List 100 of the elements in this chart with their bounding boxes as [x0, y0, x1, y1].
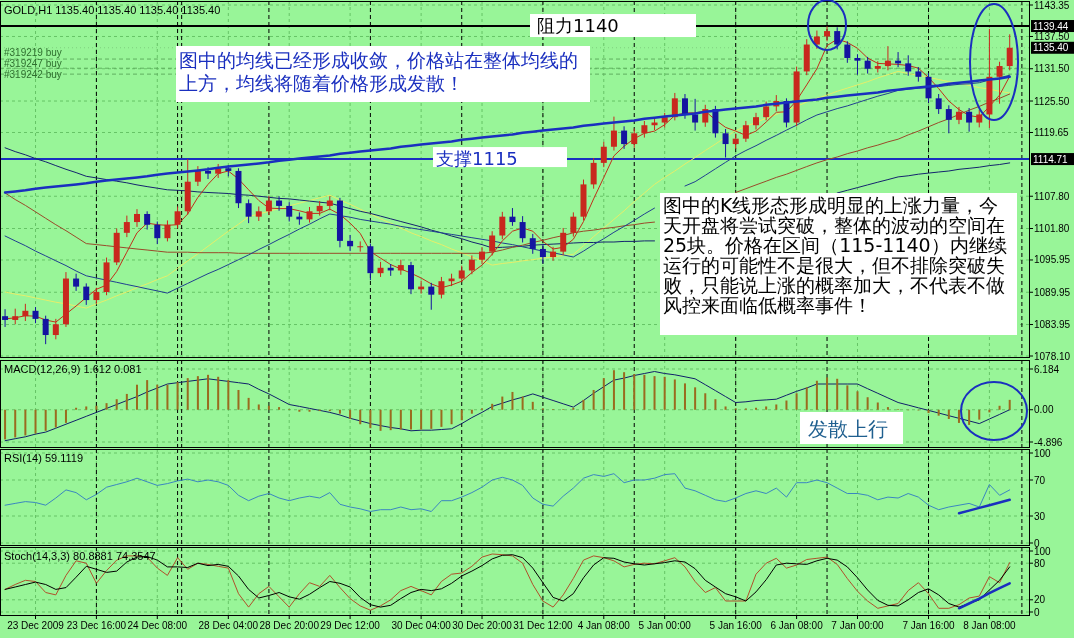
- candlestick: [631, 127, 638, 149]
- candlestick: [357, 240, 364, 253]
- bar: [826, 377, 829, 410]
- bar: [724, 406, 727, 410]
- bar: [775, 404, 778, 410]
- candlestick: [174, 205, 181, 230]
- bar: [338, 409, 341, 414]
- bar: [115, 399, 118, 410]
- annotation: 图中的均线已经形成收敛，价格站在整体均线的上方，均线将随着价格形成发散！: [179, 49, 578, 94]
- candlestick: [42, 315, 49, 345]
- y-tick-label: 1083.95: [1034, 319, 1071, 331]
- bar: [501, 396, 504, 410]
- bar: [683, 383, 686, 410]
- candlestick: [83, 282, 90, 306]
- candlestick: [529, 233, 536, 255]
- bar: [399, 409, 402, 430]
- bar: [663, 376, 666, 410]
- bar: [947, 409, 950, 419]
- y-tick-label: 1095.95: [1034, 254, 1071, 266]
- candlestick: [966, 107, 973, 133]
- bar: [886, 407, 889, 410]
- x-tick-label: 7 Jan 00:00: [831, 620, 885, 631]
- candlestick: [276, 195, 283, 212]
- bar: [207, 374, 210, 410]
- bar: [136, 384, 138, 410]
- bar: [440, 409, 443, 427]
- bar: [257, 404, 260, 410]
- y-tick-label: 1119.65: [1034, 126, 1070, 138]
- candlestick: [844, 40, 851, 64]
- y-tick-label: 1107.80: [1034, 190, 1070, 202]
- line-series: [957, 582, 1011, 610]
- x-tick-label: 5 Jan 16:00: [709, 620, 763, 631]
- bar: [95, 405, 98, 410]
- candlestick: [245, 198, 252, 224]
- candlestick: [763, 101, 770, 121]
- bar: [349, 409, 352, 419]
- bar: [653, 376, 656, 410]
- x-tick-label: 30 Dec 20:00: [452, 620, 513, 631]
- bar: [846, 385, 849, 410]
- candlestick: [347, 234, 354, 252]
- candlestick: [428, 282, 435, 311]
- bar: [85, 406, 88, 410]
- bar: [785, 400, 788, 410]
- candlestick: [1006, 33, 1013, 71]
- candlestick: [834, 26, 841, 50]
- candlestick: [955, 106, 962, 125]
- y-tick-label: 1137.50: [1034, 30, 1070, 42]
- bar: [44, 409, 47, 431]
- bar: [876, 402, 879, 410]
- bar: [623, 372, 626, 410]
- bar: [866, 397, 869, 410]
- candlestick: [560, 227, 567, 256]
- candlestick: [600, 141, 607, 168]
- y-tick-label: 1125.50: [1034, 95, 1070, 107]
- y-tick-label: 0: [1034, 606, 1040, 618]
- bar: [450, 409, 453, 425]
- candlestick: [468, 254, 475, 275]
- line-series: [4, 473, 1011, 512]
- candlestick: [134, 208, 140, 228]
- chart-title: GOLD,H1 1135.40 1135.40 1135.40 1135.40: [4, 4, 221, 16]
- bar: [34, 409, 37, 434]
- bar: [267, 405, 270, 410]
- candlestick: [479, 246, 486, 265]
- bar: [805, 387, 808, 410]
- bar: [4, 409, 7, 440]
- candlestick: [154, 221, 161, 245]
- candlestick: [438, 276, 445, 299]
- x-tick-label: 8 Jan 08:00: [963, 620, 1016, 631]
- candlestick: [164, 219, 171, 242]
- bar: [420, 409, 423, 430]
- bar: [359, 409, 362, 425]
- x-tick-label: 31 Dec 12:00: [513, 620, 574, 631]
- bar: [592, 389, 595, 410]
- annotation: 阻力1140: [537, 15, 619, 37]
- candlestick: [813, 30, 820, 50]
- y-tick-label: 1143.35: [1034, 0, 1070, 11]
- bar: [998, 405, 1001, 410]
- candlestick: [996, 61, 1003, 105]
- bar: [196, 376, 199, 410]
- y-tick-label: 1089.95: [1034, 286, 1071, 298]
- candlestick: [905, 54, 912, 77]
- bar: [1008, 399, 1011, 410]
- bar: [470, 409, 473, 414]
- candlestick: [824, 25, 831, 42]
- bar: [511, 391, 514, 410]
- bar: [217, 376, 220, 410]
- candlestick: [499, 211, 506, 240]
- candlestick: [692, 98, 699, 132]
- bar: [389, 409, 392, 431]
- bar: [531, 401, 534, 410]
- bar: [156, 384, 159, 410]
- candlestick: [123, 215, 130, 238]
- bar: [166, 384, 169, 410]
- y-tick-label: 0.00: [1034, 404, 1054, 416]
- candlestick: [753, 112, 760, 131]
- bar: [521, 396, 524, 410]
- candlestick: [722, 128, 729, 158]
- y-tick-label: 80: [1034, 557, 1046, 569]
- bar: [978, 409, 981, 420]
- bar: [460, 409, 463, 421]
